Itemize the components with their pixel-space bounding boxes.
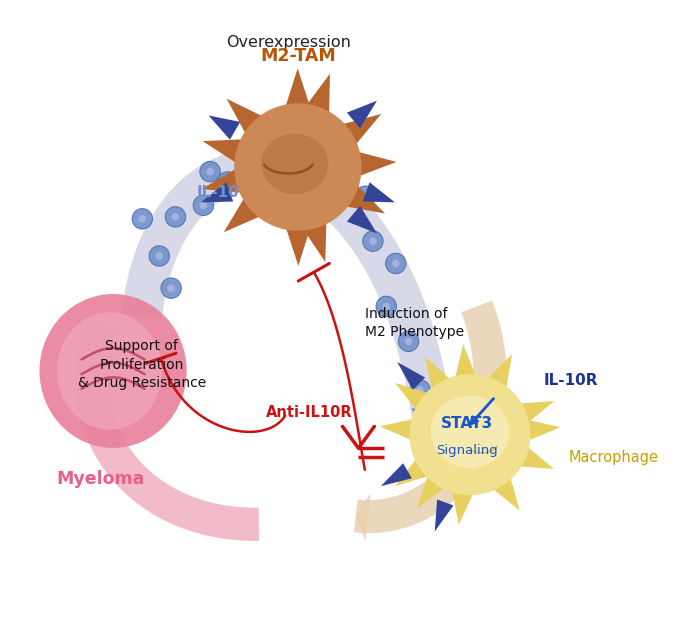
Circle shape	[199, 202, 207, 209]
Text: Macrophage: Macrophage	[569, 449, 659, 465]
Polygon shape	[379, 418, 419, 442]
Circle shape	[165, 207, 186, 227]
Polygon shape	[451, 484, 476, 525]
Circle shape	[161, 278, 182, 298]
Circle shape	[398, 331, 419, 351]
Circle shape	[172, 213, 179, 221]
Circle shape	[289, 145, 297, 152]
Polygon shape	[483, 355, 512, 395]
Polygon shape	[354, 301, 507, 533]
Circle shape	[310, 171, 330, 191]
Circle shape	[318, 205, 326, 213]
Ellipse shape	[261, 134, 328, 194]
Circle shape	[224, 178, 232, 186]
Circle shape	[386, 253, 406, 274]
Text: Anti-IL10R: Anti-IL10R	[265, 405, 352, 420]
Polygon shape	[453, 344, 479, 384]
Polygon shape	[381, 463, 412, 486]
Circle shape	[167, 284, 175, 292]
Polygon shape	[395, 383, 434, 415]
Circle shape	[252, 177, 260, 185]
Circle shape	[356, 186, 375, 207]
Circle shape	[392, 260, 399, 268]
Polygon shape	[201, 165, 248, 193]
Circle shape	[149, 246, 169, 266]
Circle shape	[138, 215, 146, 223]
Ellipse shape	[431, 396, 509, 468]
Circle shape	[362, 231, 383, 252]
Circle shape	[193, 195, 214, 216]
Circle shape	[200, 161, 221, 182]
Polygon shape	[339, 180, 385, 214]
Polygon shape	[417, 470, 450, 508]
Circle shape	[206, 168, 214, 175]
Circle shape	[246, 171, 266, 191]
Polygon shape	[347, 206, 377, 234]
Text: IL-10R: IL-10R	[543, 373, 598, 388]
Polygon shape	[347, 100, 377, 128]
Polygon shape	[411, 404, 451, 435]
Circle shape	[316, 177, 323, 185]
Polygon shape	[514, 401, 554, 427]
Text: M2-TAM: M2-TAM	[260, 47, 336, 65]
Circle shape	[312, 199, 332, 220]
Circle shape	[258, 175, 277, 196]
Polygon shape	[224, 192, 266, 232]
Polygon shape	[425, 356, 455, 396]
Polygon shape	[284, 68, 312, 113]
Circle shape	[416, 387, 424, 394]
Polygon shape	[435, 499, 453, 531]
Circle shape	[283, 139, 303, 159]
Polygon shape	[395, 454, 434, 486]
Polygon shape	[75, 316, 259, 541]
Polygon shape	[397, 362, 425, 390]
Circle shape	[382, 303, 390, 310]
Circle shape	[234, 103, 362, 231]
Polygon shape	[227, 99, 269, 140]
Circle shape	[132, 209, 153, 229]
Circle shape	[405, 337, 412, 345]
Circle shape	[376, 296, 397, 317]
Circle shape	[155, 252, 163, 260]
Polygon shape	[121, 148, 455, 437]
Polygon shape	[351, 150, 397, 179]
Ellipse shape	[57, 312, 162, 429]
Text: STAT3: STAT3	[440, 416, 493, 431]
Circle shape	[217, 172, 238, 192]
Polygon shape	[203, 139, 249, 166]
Circle shape	[264, 182, 271, 189]
Polygon shape	[488, 471, 520, 511]
Polygon shape	[336, 114, 381, 150]
Polygon shape	[513, 443, 554, 469]
Circle shape	[369, 237, 377, 245]
Polygon shape	[208, 115, 240, 140]
Circle shape	[362, 193, 369, 200]
Text: Induction of
M2 Phenotype: Induction of M2 Phenotype	[365, 307, 464, 339]
Polygon shape	[201, 182, 233, 202]
Polygon shape	[284, 221, 312, 266]
Text: Myeloma: Myeloma	[56, 470, 145, 488]
Polygon shape	[356, 493, 371, 541]
Polygon shape	[299, 215, 327, 262]
Polygon shape	[302, 74, 330, 120]
Text: Signaling: Signaling	[436, 444, 497, 457]
Polygon shape	[362, 182, 395, 202]
Polygon shape	[77, 323, 122, 343]
Text: Overexpression: Overexpression	[226, 35, 351, 51]
Ellipse shape	[40, 294, 187, 448]
Text: IL-10: IL-10	[197, 185, 240, 200]
Circle shape	[410, 374, 530, 495]
Circle shape	[410, 380, 430, 400]
Text: Support of
Proliferation
& Drug Resistance: Support of Proliferation & Drug Resistan…	[77, 339, 206, 390]
Polygon shape	[521, 418, 560, 443]
